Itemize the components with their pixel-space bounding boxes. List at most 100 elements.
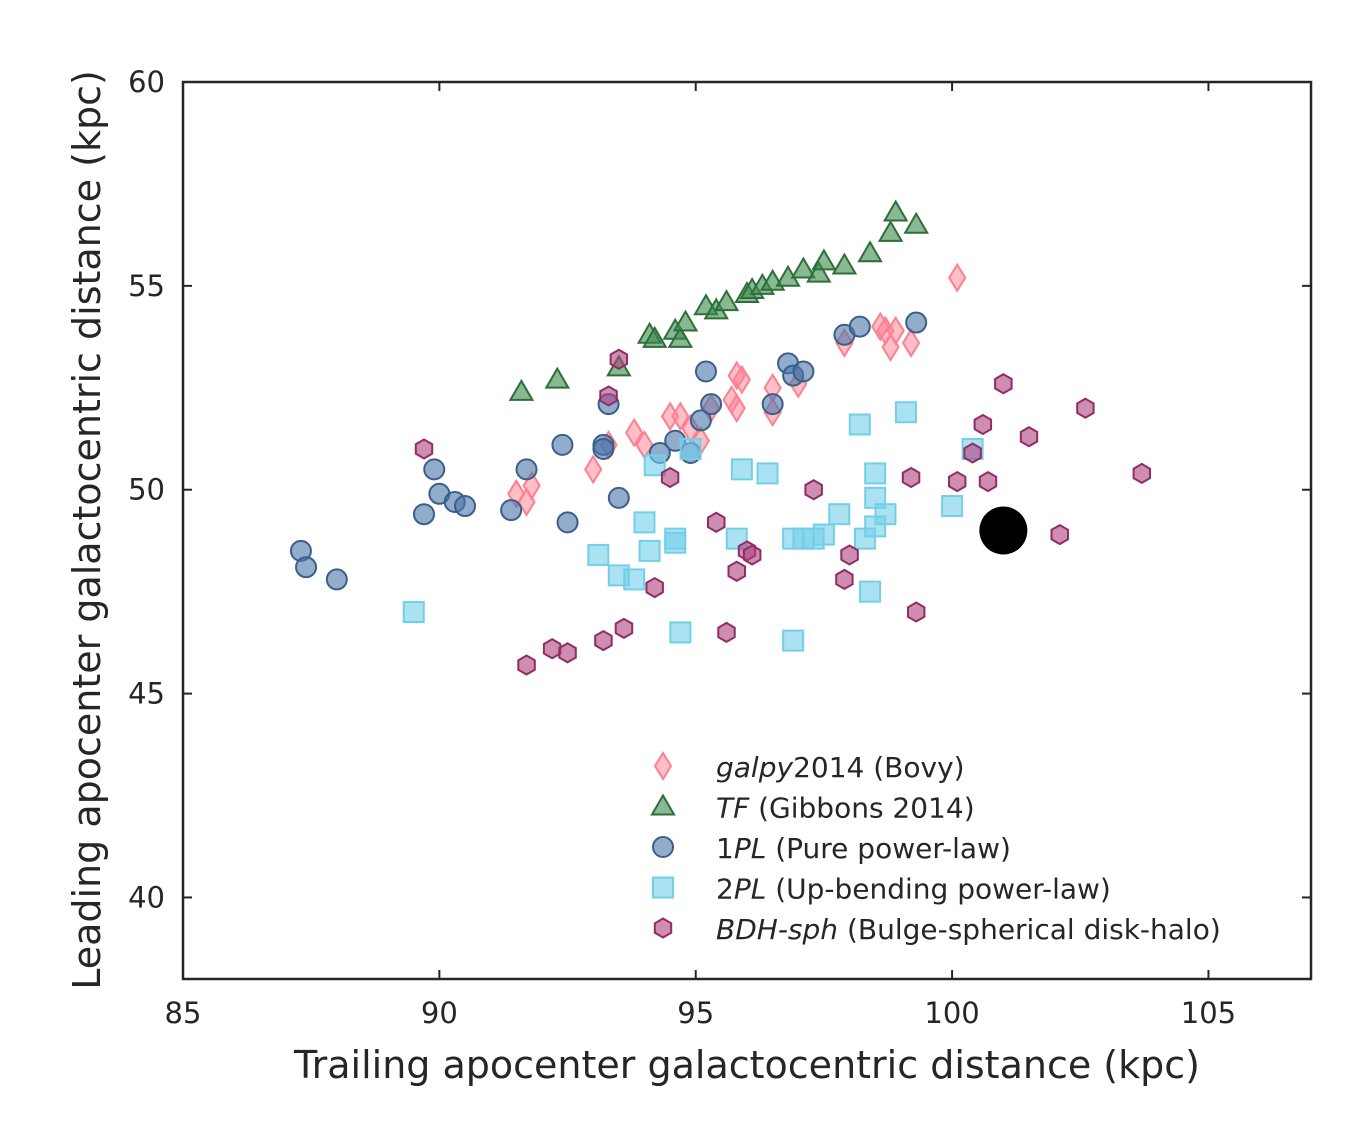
- data-point: [587, 543, 610, 566]
- data-point: [1019, 426, 1039, 448]
- data-point: [840, 544, 859, 566]
- y-tick-label: 60: [128, 65, 165, 99]
- y-tick-label: 50: [128, 473, 165, 507]
- data-point: [848, 315, 871, 338]
- legend-label: 1PL (Pure power-law): [716, 832, 1011, 865]
- data-point: [325, 568, 348, 591]
- legend-entry: 1PL (Pure power-law): [652, 832, 1011, 865]
- data-point: [901, 328, 921, 358]
- data-point: [761, 393, 784, 416]
- data-point: [500, 499, 523, 522]
- data-point: [412, 503, 435, 526]
- data-point: [831, 252, 858, 275]
- data-point: [689, 409, 712, 432]
- data-point: [894, 401, 917, 424]
- data-point: [558, 642, 577, 664]
- data-point: [623, 568, 646, 591]
- legend-entry: BDH-sph (Bulge-spherical disk-halo): [653, 913, 1221, 946]
- data-point: [886, 315, 905, 346]
- data-point: [584, 454, 603, 485]
- data-point: [517, 654, 536, 676]
- data-marks: [289, 199, 1151, 676]
- data-point: [1076, 397, 1095, 419]
- data-point: [864, 462, 887, 485]
- data-point: [423, 458, 446, 481]
- data-point: [679, 437, 702, 460]
- data-point: [742, 544, 762, 566]
- legend-marker: [653, 751, 673, 781]
- data-point: [963, 442, 982, 464]
- legend-marker: [652, 876, 674, 899]
- series-observed: [979, 506, 1028, 555]
- data-point: [732, 364, 752, 395]
- data-point: [835, 568, 854, 591]
- data-point: [730, 458, 753, 481]
- data-point: [978, 470, 998, 493]
- data-point: [700, 393, 723, 416]
- data-point: [609, 348, 628, 370]
- data-point: [454, 495, 476, 518]
- data-point: [994, 373, 1013, 395]
- legend-label: 2PL (Up-bending power-law): [716, 873, 1111, 906]
- series-tf: [508, 199, 929, 401]
- data-point: [551, 433, 574, 456]
- data-point: [645, 576, 664, 599]
- data-point: [625, 417, 644, 448]
- data-point: [542, 638, 562, 660]
- data-point: [828, 503, 851, 526]
- data-point: [782, 629, 805, 652]
- y-tick-label: 45: [128, 677, 165, 711]
- data-point: [727, 393, 746, 424]
- data-point: [1132, 462, 1151, 485]
- x-axis-label: Trailing apocenter galactocentric distan…: [293, 1043, 1200, 1087]
- data-point: [641, 325, 668, 348]
- data-point: [857, 240, 883, 263]
- data-point: [973, 413, 993, 436]
- legend: galpy2014 (Bovy) TF (Gibbons 2014) 1PL (Pu…: [650, 751, 1221, 946]
- data-point: [877, 219, 904, 242]
- legend-marker: [650, 793, 676, 816]
- y-tick-label: 55: [128, 269, 165, 303]
- legend-entry: galpy2014 (Bovy): [653, 751, 965, 784]
- data-point: [707, 511, 726, 533]
- data-point: [713, 289, 740, 312]
- data-point: [804, 479, 823, 501]
- data-point: [402, 601, 425, 624]
- data-point: [556, 511, 579, 534]
- data-point: [901, 466, 921, 489]
- x-tick-label: 85: [165, 996, 202, 1030]
- data-point: [671, 401, 690, 432]
- data-point: [1050, 523, 1069, 546]
- data-point: [633, 511, 656, 534]
- data-point: [667, 325, 694, 348]
- data-point: [882, 199, 909, 222]
- data-point: [295, 556, 318, 579]
- data-point: [903, 211, 929, 234]
- data-point: [638, 539, 661, 562]
- data-point: [948, 262, 967, 293]
- data-point: [874, 503, 897, 526]
- data-point: [848, 413, 871, 436]
- data-point: [672, 309, 699, 332]
- data-point: [811, 248, 837, 271]
- legend-label: BDH-sph (Bulge-spherical disk-halo): [716, 913, 1221, 946]
- data-point: [599, 385, 618, 407]
- data-point: [660, 466, 680, 489]
- data-point: [806, 260, 832, 283]
- data-point: [669, 621, 692, 644]
- x-tick-label: 100: [924, 996, 979, 1030]
- y-tick-label: 40: [128, 880, 165, 914]
- data-point: [643, 454, 666, 477]
- data-point: [790, 256, 817, 279]
- data-point: [592, 437, 615, 460]
- data-point: [717, 621, 736, 644]
- series-1pl: [289, 311, 928, 591]
- legend-entry: TF (Gibbons 2014): [650, 792, 975, 825]
- data-point: [515, 458, 538, 481]
- data-point: [664, 531, 687, 554]
- data-point: [414, 438, 434, 460]
- data-point: [948, 470, 967, 493]
- data-point: [594, 629, 613, 652]
- axis-ticks: 85 90 95 100 105 40 45 50 55 60: [128, 65, 1311, 1030]
